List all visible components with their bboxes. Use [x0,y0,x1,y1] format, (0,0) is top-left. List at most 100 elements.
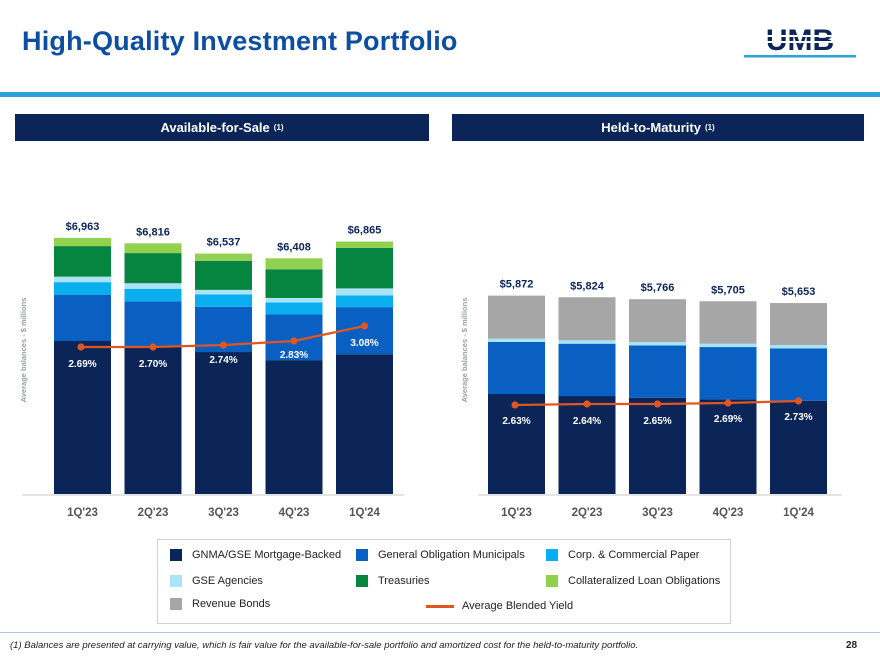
htm-total-label-3: $5,766 [641,282,675,294]
afs-yield-label-4: 2.83% [280,350,308,361]
afs-bar-gse-4 [265,297,323,303]
afs-bar-clo-3 [195,253,252,261]
htm-yield-point-1 [511,401,519,409]
htm-bar-gse-5 [770,345,827,349]
afs-bar-treasuries-1 [54,246,111,277]
htm-total-label-5: $5,653 [782,286,816,298]
legend-item-gse: GSE Agencies [170,575,263,587]
afs-bar-clo-5 [336,241,393,248]
afs-category-label-2: 2Q'23 [138,507,169,519]
legend-item-municipals: General Obligation Municipals [356,549,525,561]
legend-label-revenue: Revenue Bonds [192,598,271,610]
afs-total-label-5: $6,865 [348,225,382,237]
legend-item-revenue: Revenue Bonds [170,598,270,610]
legend-label-clo: Collateralized Loan Obligations [568,575,721,587]
htm-bar-revenue-4 [699,301,757,344]
afs-yield-label-3: 2.74% [209,355,237,366]
afs-total-label-1: $6,963 [66,221,100,233]
htm-category-label-2: 2Q'23 [572,507,603,519]
htm-yield-point-2 [583,400,591,408]
afs-bar-corp-1 [54,282,111,295]
htm-bar-municipals-5 [770,348,827,401]
legend-swatch-clo [546,575,558,587]
htm-yield-label-2: 2.64% [573,416,601,427]
afs-bar-corp-4 [265,302,323,315]
afs-bar-gnma-4 [265,360,323,494]
afs-yield-point-4 [290,337,298,345]
htm-bar-gse-4 [699,343,757,348]
afs-category-label-5: 1Q'24 [349,507,380,519]
afs-bar-corp-2 [124,288,182,302]
afs-total-label-3: $6,537 [207,237,241,249]
afs-yield-point-3 [219,341,228,349]
htm-yield-point-4 [724,399,732,407]
htm-y-axis-label: Average balances - $ millions [460,298,469,403]
legend-swatch-gse [170,575,182,587]
footnote: (1) Balances are presented at carrying v… [10,640,639,651]
umb-logo: UMB [744,24,856,58]
htm-yield-label-1: 2.63% [502,416,530,427]
htm-panel-footnote-ref: (1) [704,123,715,132]
legend-item-yield: Average Blended Yield [426,600,573,612]
afs-bar-gnma-3 [195,352,252,494]
htm-yield-label-4: 2.69% [714,414,742,425]
legend-item-corp: Corp. & Commercial Paper [546,549,699,561]
afs-total-label-2: $6,816 [136,226,170,238]
afs-bar-treasuries-2 [124,253,182,284]
htm-yield-point-3 [653,400,662,408]
legend-swatch-revenue [170,598,182,610]
htm-category-label-4: 4Q'23 [713,507,744,519]
afs-y-axis-label: Average balances - $ millions [19,298,28,403]
afs-yield-label-1: 2.69% [68,359,96,370]
header-rule [0,92,880,97]
afs-yield-point-1 [77,343,85,351]
htm-bar-revenue-1 [488,295,545,339]
legend-item-treasuries: Treasuries [356,575,430,587]
afs-bar-gse-3 [195,289,252,295]
htm-bar-municipals-1 [488,341,545,395]
legend-label-gnma: GNMA/GSE Mortgage-Backed [192,549,342,561]
htm-yield-label-3: 2.65% [643,416,671,427]
afs-bar-treasuries-5 [336,247,393,289]
htm-panel-title: Held-to-Maturity [601,120,701,135]
htm-bar-gse-2 [558,340,616,344]
afs-bar-gse-1 [54,276,111,283]
htm-panel-header: Held-to-Maturity (1) [452,114,864,141]
legend-item-clo: Collateralized Loan Obligations [546,575,720,587]
afs-yield-label-5: 3.08% [350,338,378,349]
portfolio-charts: Average balances - $ millions $6,963 1Q'23… [19,221,842,519]
afs-panel-header: Available-for-Sale (1) [15,114,429,141]
htm-bar-municipals-2 [558,343,616,397]
afs-bar-municipals-1 [54,294,111,341]
htm-category-label-3: 3Q'23 [642,507,673,519]
htm-bar-gnma-3 [629,397,686,494]
htm-bar-municipals-3 [629,345,686,398]
htm-bar-gse-1 [488,338,545,342]
afs-bar-gnma-1 [54,340,111,494]
htm-category-label-5: 1Q'24 [783,507,814,519]
htm-category-label-1: 1Q'23 [501,507,532,519]
page-title: High-Quality Investment Portfolio [22,26,458,56]
legend-swatch-municipals [356,549,368,561]
afs-panel-title: Available-for-Sale [160,120,270,135]
legend-item-gnma: GNMA/GSE Mortgage-Backed [170,549,341,561]
afs-bar-gse-2 [124,283,182,289]
legend-label-treasuries: Treasuries [378,575,430,587]
htm-total-label-1: $5,872 [500,279,534,291]
afs-bar-clo-4 [265,258,323,270]
logo-text: UMB [766,24,834,57]
afs-yield-label-2: 2.70% [139,359,167,370]
htm-bar-gnma-4 [699,399,757,494]
afs-bar-gnma-5 [336,354,393,494]
htm-bar-gse-3 [629,341,686,346]
legend-label-corp: Corp. & Commercial Paper [568,549,700,561]
legend-label-gse: GSE Agencies [192,575,263,587]
afs-bar-municipals-2 [124,301,182,347]
legend-swatch-yield [426,604,454,608]
afs-panel-footnote-ref: (1) [273,123,284,132]
afs-bar-treasuries-3 [195,260,252,290]
legend-swatch-gnma [170,549,182,561]
afs-bar-gnma-2 [124,346,182,494]
afs-bar-treasuries-4 [265,269,323,298]
afs-bar-corp-5 [336,295,393,308]
